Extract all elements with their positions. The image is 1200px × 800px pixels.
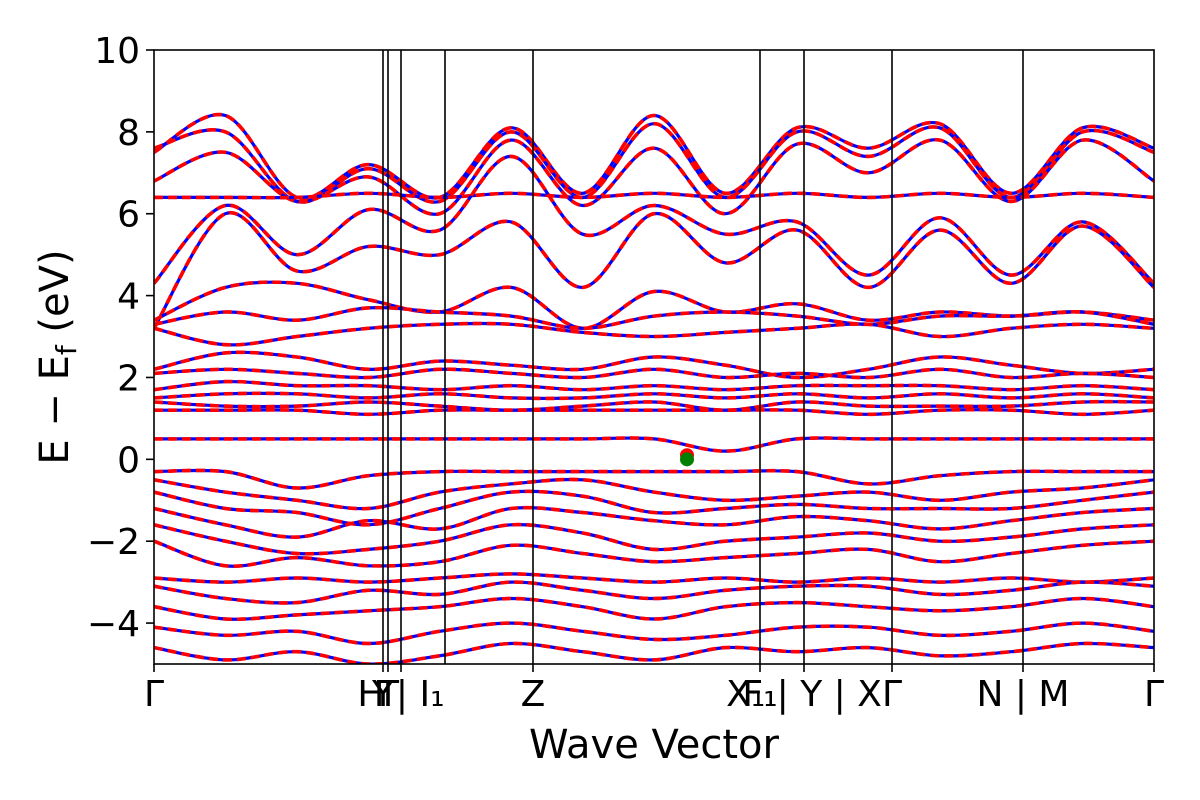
y-tick-label: 10	[94, 31, 140, 72]
markers-layer	[680, 448, 694, 467]
band-4-red	[154, 154, 1154, 285]
y-axis-label: E − Ef (eV)	[32, 249, 83, 464]
band-26-red	[154, 641, 1154, 664]
y-axis: −4 −2 0 2 4 6 8 10	[87, 31, 154, 645]
x-tick-label: T	[376, 674, 400, 715]
band-22-blue	[154, 572, 1154, 584]
band-25-red	[154, 621, 1154, 646]
band-19-red	[154, 505, 1154, 539]
y-tick-label: 2	[117, 358, 140, 399]
band-20-red	[154, 522, 1154, 556]
band-14-blue	[154, 408, 1154, 416]
x-tick-label: N | M	[976, 674, 1069, 715]
x-tick-label: Y	[371, 674, 395, 715]
y-tick-label: −2	[87, 522, 140, 563]
band-16-red	[154, 468, 1154, 490]
band-11-blue	[154, 379, 1154, 392]
band-6-red	[154, 280, 1154, 331]
band-9-red	[154, 350, 1154, 380]
x-tick-label: F₁	[742, 674, 777, 715]
band-6-blue	[154, 280, 1154, 330]
band-18-red	[154, 489, 1154, 527]
band-3-blue	[154, 191, 1154, 200]
band-12-blue	[154, 391, 1154, 401]
band-2-red	[154, 138, 1154, 217]
x-tick-label: Z	[521, 674, 546, 715]
band-17-red	[154, 477, 1154, 511]
band-5-red	[154, 210, 1154, 330]
y-tick-label: 0	[117, 440, 140, 481]
bands-layer	[154, 112, 1154, 664]
y-label-sub: f	[50, 344, 83, 355]
x-tick-label: Γ	[882, 674, 902, 715]
cbm-vbm-marker	[680, 452, 694, 467]
band-4-blue	[154, 154, 1154, 285]
band-1-red	[154, 121, 1154, 204]
y-label-unit: (eV)	[32, 249, 78, 345]
y-tick-label: 4	[117, 277, 140, 318]
band-0-blue	[154, 112, 1154, 201]
band-8-red	[154, 321, 1154, 347]
band-21-red	[154, 539, 1154, 569]
band-15-blue	[154, 436, 1154, 453]
band-7-red	[154, 305, 1154, 331]
x-axis-label: Wave Vector	[529, 722, 780, 768]
band-13-blue	[154, 400, 1154, 412]
x-tick-label: H | I₁	[357, 674, 444, 715]
band-23-red	[154, 580, 1154, 605]
x-tick-label: X₁ | Y | X	[726, 674, 882, 715]
band-8-blue	[154, 321, 1154, 347]
plot-frame	[153, 49, 1155, 665]
y-tick-label: 8	[117, 113, 140, 154]
band-24-red	[154, 596, 1154, 622]
y-tick-label: 6	[117, 195, 140, 236]
band-10-blue	[154, 367, 1154, 380]
y-tick-label: −4	[87, 604, 140, 645]
y-label-main: E − E	[32, 355, 78, 465]
x-tick-label: Γ	[1144, 674, 1164, 715]
high-symmetry-lines	[382, 50, 1024, 664]
x-tick-label: Γ	[144, 674, 164, 715]
band-0-red	[154, 112, 1154, 201]
